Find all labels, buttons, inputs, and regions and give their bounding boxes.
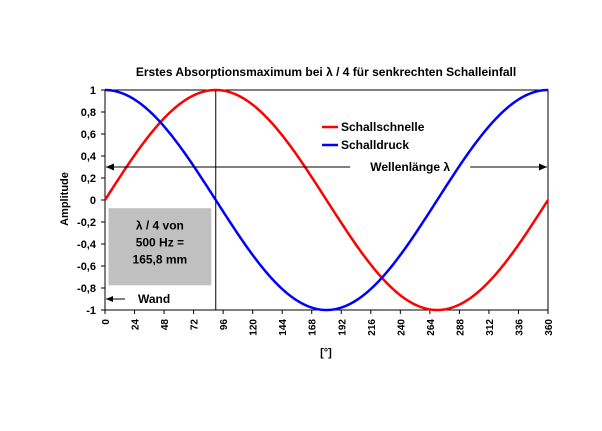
series-layer bbox=[103, 88, 550, 312]
quarter-wavelength-box-text: λ / 4 von bbox=[136, 219, 184, 233]
x-tick-label: 216 bbox=[367, 319, 378, 336]
y-tick-label: 0 bbox=[90, 195, 96, 207]
x-tick-label: 264 bbox=[426, 319, 437, 336]
wavelength-arrowhead-left bbox=[106, 163, 114, 171]
y-tick-label: -1 bbox=[86, 305, 96, 317]
x-tick-label: 336 bbox=[514, 319, 525, 336]
x-tick-label: 360 bbox=[544, 319, 555, 336]
quarter-wavelength-box bbox=[107, 207, 213, 287]
y-tick-label: -0,4 bbox=[77, 239, 97, 251]
x-tick-label: 240 bbox=[396, 319, 407, 336]
x-tick-label: 48 bbox=[160, 319, 171, 331]
x-tick-label: 0 bbox=[101, 319, 112, 325]
x-axis-label: [°] bbox=[320, 347, 332, 359]
x-tick-label: 288 bbox=[455, 319, 466, 336]
y-tick-label: 0,4 bbox=[81, 151, 97, 163]
wall-label: Wand bbox=[138, 292, 170, 306]
x-tick-label: 72 bbox=[190, 319, 201, 331]
x-tick-label: 312 bbox=[485, 319, 496, 336]
y-tick-label: -0,6 bbox=[77, 261, 96, 273]
x-tick-label: 168 bbox=[308, 319, 319, 336]
y-tick-label: 0,2 bbox=[81, 173, 96, 185]
wavelength-arrowhead-right bbox=[539, 163, 547, 171]
x-tick-label: 120 bbox=[249, 319, 260, 336]
legend-label-schalldruck: Schalldruck bbox=[341, 138, 409, 152]
y-axis-label: Amplitude bbox=[59, 172, 71, 226]
quarter-wavelength-box-text: 165,8 mm bbox=[133, 253, 188, 267]
series-line-schalldruck bbox=[104, 88, 549, 312]
series-line-schallschnelle bbox=[103, 88, 550, 312]
quarter-wavelength-box-text: 500 Hz = bbox=[136, 236, 184, 250]
y-tick-label: 0,6 bbox=[81, 129, 96, 141]
x-tick-label: 192 bbox=[337, 319, 348, 336]
legend-label-schallschnelle: Schallschnelle bbox=[341, 120, 425, 134]
legend: Schallschnelle Schalldruck bbox=[322, 120, 425, 152]
axis-ticks: 1 0,8 0,6 0,4 0,2 0 -0,2 -0,4 -0,6 -0,8 -1 0 24 48 72 9… bbox=[77, 85, 555, 336]
x-tick-label: 96 bbox=[219, 319, 230, 331]
x-tick-label: 144 bbox=[278, 319, 289, 336]
chart-title: Erstes Absorptionsmaximum bei λ / 4 für … bbox=[136, 65, 516, 79]
y-tick-label: -0,2 bbox=[77, 217, 96, 229]
y-tick-label: -0,8 bbox=[77, 283, 96, 295]
annotation-layer: λ / 4 von 500 Hz = 165,8 mm Wellenlänge … bbox=[106, 90, 547, 310]
wavelength-label: Wellenlänge λ bbox=[370, 160, 450, 174]
y-tick-label: 1 bbox=[90, 85, 96, 97]
x-tick-label: 24 bbox=[131, 319, 142, 331]
wall-arrowhead bbox=[106, 296, 113, 302]
y-tick-label: 0,8 bbox=[81, 107, 96, 119]
